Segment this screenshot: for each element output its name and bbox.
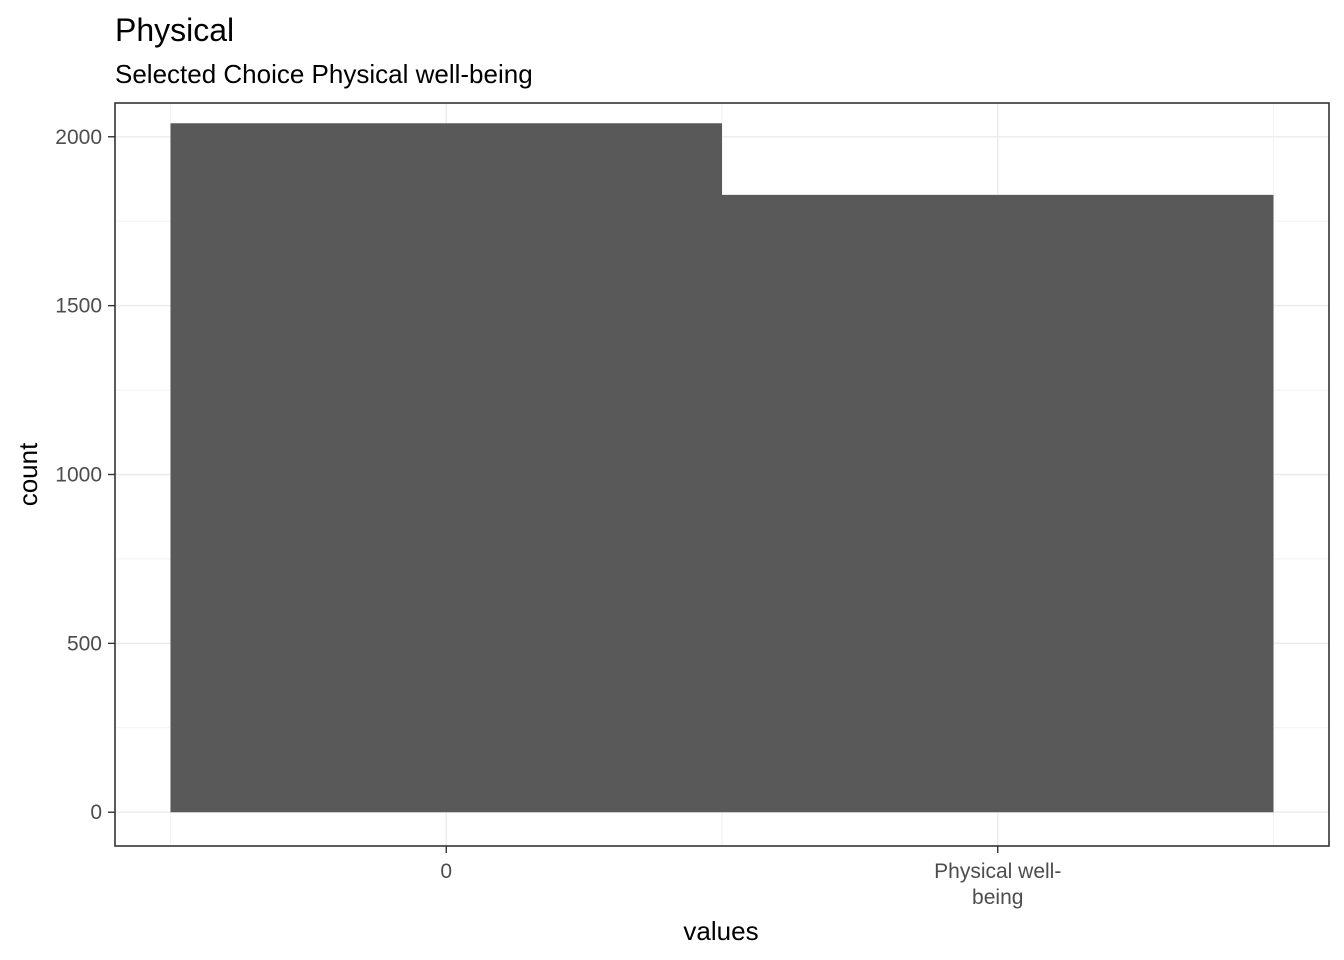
y-axis-title: count	[13, 442, 43, 506]
y-axis: 0 500 1000 1500 2000	[55, 126, 115, 824]
y-tick-label: 1000	[55, 464, 102, 487]
x-tick-label: being	[972, 886, 1023, 909]
y-tick-label: 1500	[55, 295, 102, 318]
chart-title: Physical	[115, 12, 234, 48]
y-tick-label: 0	[90, 801, 102, 824]
bar	[722, 194, 1274, 813]
bars-layer	[170, 123, 1274, 813]
bar	[170, 123, 722, 813]
plot-panel	[114, 102, 1330, 847]
y-tick-label: 500	[67, 632, 102, 655]
x-axis-title: values	[683, 916, 758, 946]
y-tick-label: 2000	[55, 126, 102, 149]
chart-subtitle: Selected Choice Physical well-being	[115, 59, 533, 89]
x-axis: 0 Physical well-being	[440, 846, 1061, 909]
x-tick-label: 0	[440, 860, 452, 883]
x-tick-label: Physical well-	[934, 860, 1061, 883]
